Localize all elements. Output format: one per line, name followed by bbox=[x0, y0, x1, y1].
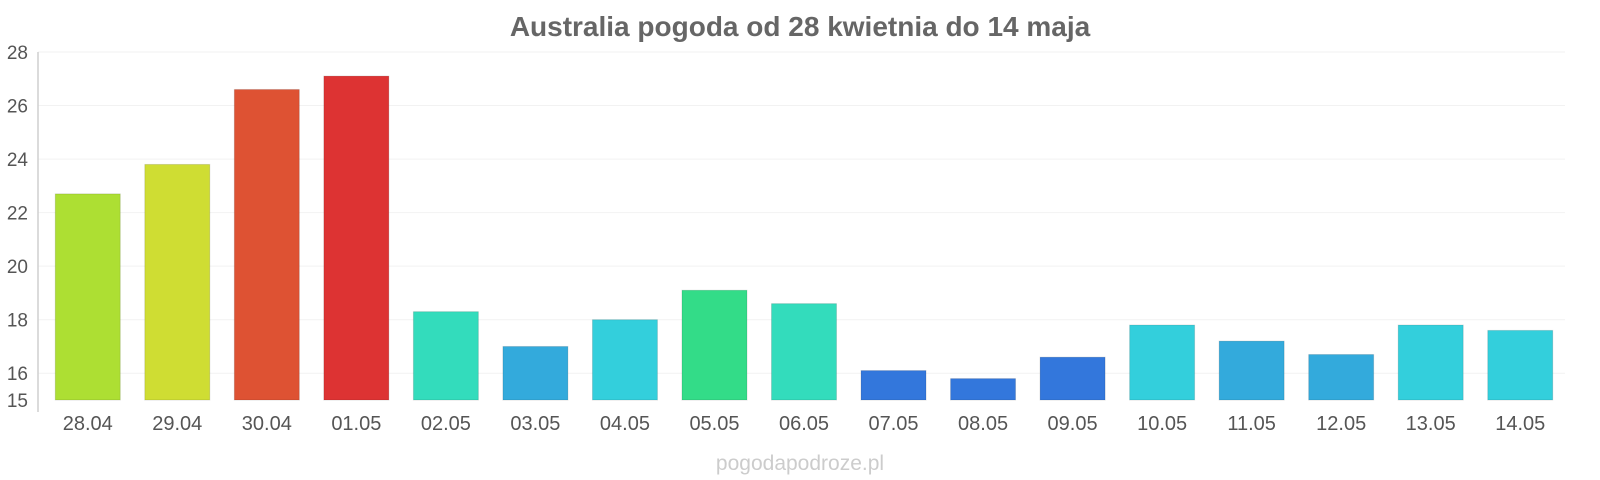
y-tick-label: 16 bbox=[7, 364, 28, 385]
x-tick-label: 10.05 bbox=[1137, 413, 1187, 435]
bar-07.05 bbox=[860, 370, 927, 401]
bar-06.05 bbox=[771, 303, 837, 401]
bar-29.04 bbox=[144, 163, 211, 401]
bar-10.05 bbox=[1129, 324, 1196, 401]
x-tick-label: 05.05 bbox=[689, 413, 739, 435]
bar-13.05 bbox=[1397, 324, 1464, 401]
y-tick-label: 20 bbox=[7, 257, 28, 278]
x-tick-label: 08.05 bbox=[958, 413, 1008, 435]
y-tick-label: 18 bbox=[7, 311, 28, 332]
y-axis-ticks: 15 16 18 20 22 24 26 28 bbox=[7, 43, 29, 412]
x-tick-label: 04.05 bbox=[600, 413, 650, 435]
x-tick-label: 09.05 bbox=[1048, 413, 1098, 435]
bar-12.05 bbox=[1308, 353, 1375, 401]
bars bbox=[54, 75, 1554, 401]
x-tick-label: 06.05 bbox=[779, 413, 829, 435]
x-tick-label: 28.04 bbox=[63, 413, 113, 435]
y-tick-label: 15 bbox=[7, 391, 28, 412]
bar-11.05 bbox=[1218, 340, 1285, 401]
bar-28.04 bbox=[54, 193, 121, 401]
credit-label: pogodapodroze.pl bbox=[716, 452, 884, 475]
bar-03.05 bbox=[502, 345, 569, 401]
y-tick-label: 24 bbox=[7, 150, 29, 171]
bar-14.05 bbox=[1487, 329, 1554, 401]
x-tick-label: 01.05 bbox=[331, 413, 381, 435]
bar-01.05 bbox=[323, 75, 390, 401]
x-tick-label: 03.05 bbox=[510, 413, 560, 435]
x-axis-ticks: 28.04 29.04 30.04 01.05 02.05 03.05 04.05 05.05… bbox=[63, 413, 1546, 435]
bar-09.05 bbox=[1039, 356, 1106, 401]
bar-02.05 bbox=[412, 311, 479, 401]
x-tick-label: 13.05 bbox=[1406, 413, 1456, 435]
bar-05.05 bbox=[681, 289, 748, 401]
y-tick-label: 26 bbox=[7, 97, 28, 118]
y-tick-label: 22 bbox=[7, 204, 28, 225]
x-tick-label: 11.05 bbox=[1227, 413, 1276, 435]
y-tick-label: 28 bbox=[7, 43, 28, 64]
chart-title: Australia pogoda od 28 kwietnia do 14 ma… bbox=[510, 11, 1091, 42]
bar-30.04 bbox=[233, 88, 300, 401]
x-tick-label: 14.05 bbox=[1495, 413, 1545, 435]
x-tick-label: 12.05 bbox=[1316, 413, 1366, 435]
x-tick-label: 30.04 bbox=[242, 413, 292, 435]
bar-08.05 bbox=[950, 378, 1017, 401]
x-tick-label: 02.05 bbox=[421, 413, 471, 435]
x-tick-label: 29.04 bbox=[152, 413, 202, 435]
x-tick-label: 07.05 bbox=[868, 413, 918, 435]
bar-04.05 bbox=[591, 319, 658, 401]
